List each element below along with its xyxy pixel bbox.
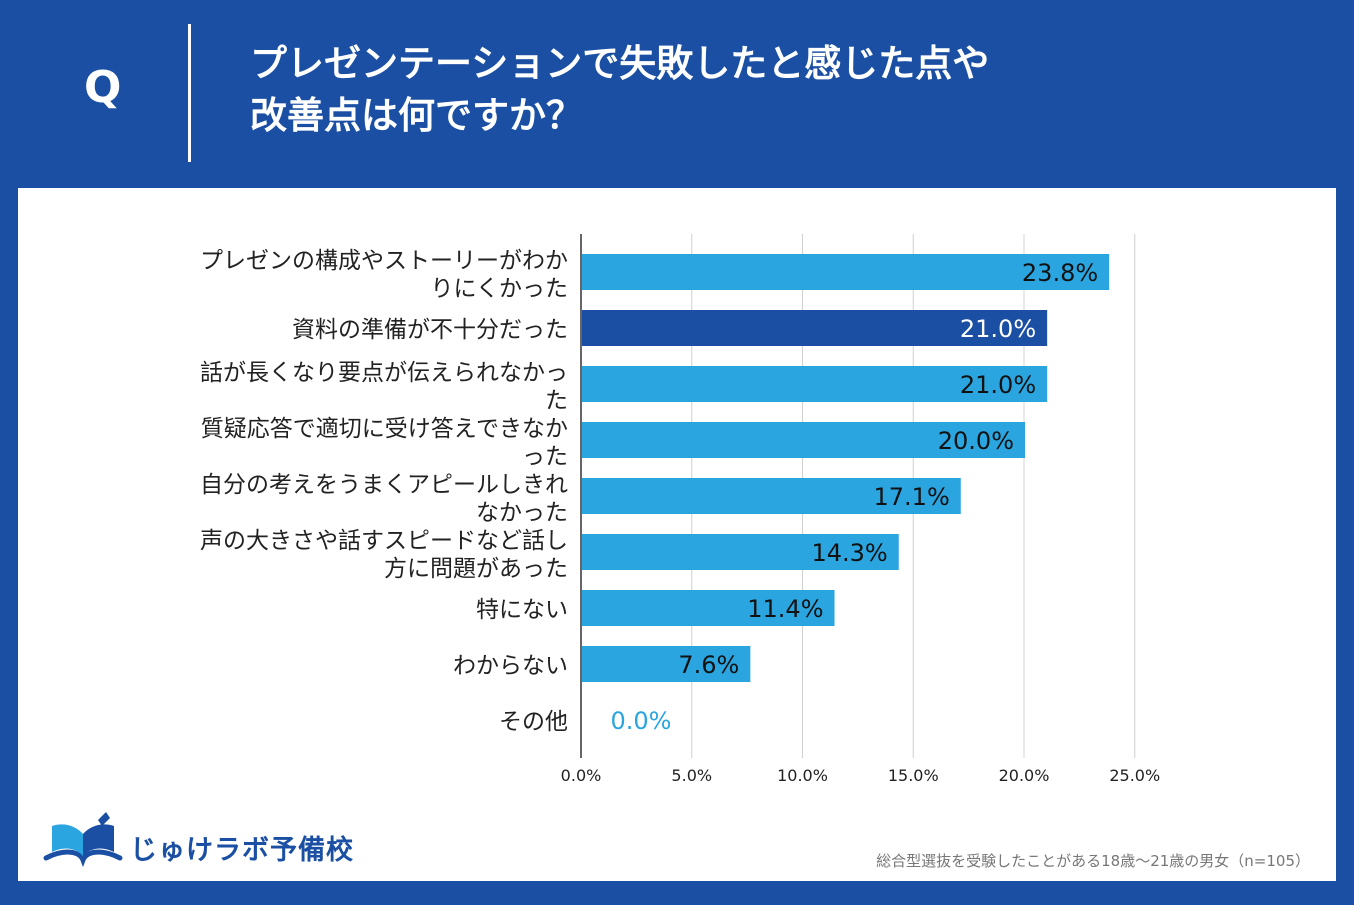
category-label: った	[522, 444, 568, 470]
category-label: プレゼンの構成やストーリーがわか	[200, 248, 568, 274]
header-divider	[188, 24, 191, 162]
question-header: Q プレゼンテーションで失敗したと感じた点や 改善点は何ですか？	[0, 0, 1354, 188]
logo-text: じゅけラボ予備校	[130, 835, 354, 866]
bar	[582, 590, 835, 626]
question-label: Q	[84, 62, 122, 113]
x-tick-label: 5.0%	[671, 766, 712, 785]
category-label: わからない	[453, 653, 568, 679]
bar	[582, 534, 899, 570]
bar	[582, 646, 751, 682]
data-label: 11.4%	[747, 595, 823, 623]
bar-chart: 0.0% 5.0% 10.0% 15.0% 20.0% 25.0% 23.8% プレゼンの構成…	[200, 234, 1160, 785]
x-tick-label: 0.0%	[561, 766, 602, 785]
category-label: 質疑応答で適切に受け答えできなか	[201, 416, 568, 442]
question-title: プレゼンテーションで失敗したと感じた点や 改善点は何ですか？	[250, 38, 1300, 142]
x-tick-label: 10.0%	[777, 766, 828, 785]
x-tick-label: 15.0%	[888, 766, 939, 785]
category-label: 声の大きさや話すスピードなど話し	[200, 528, 568, 554]
bar	[582, 422, 1025, 458]
question-line-2: 改善点は何ですか？	[250, 94, 583, 137]
question-line-1: プレゼンテーションで失敗したと感じた点や	[250, 42, 990, 85]
x-tick-label: 25.0%	[1109, 766, 1160, 785]
book-logo-icon	[43, 812, 123, 868]
data-label: 21.0%	[960, 315, 1036, 343]
bar	[582, 310, 1048, 346]
category-label: 話が長くなり要点が伝えられなかっ	[200, 360, 568, 386]
x-tick-label: 20.0%	[999, 766, 1050, 785]
data-label: 23.8%	[1022, 259, 1098, 287]
chart-panel: 0.0% 5.0% 10.0% 15.0% 20.0% 25.0% 23.8% プレゼンの構成…	[18, 188, 1336, 881]
sample-note: 総合型選抜を受験したことがある18歳～21歳の男女（n=105）	[876, 852, 1310, 870]
data-label: 7.6%	[678, 651, 739, 679]
category-label: りにくかった	[430, 276, 568, 302]
category-label: た	[545, 388, 568, 414]
category-label: その他	[499, 709, 568, 735]
category-label: 資料の準備が不十分だった	[292, 317, 568, 343]
bar	[582, 366, 1048, 402]
category-label: 自分の考えをうまくアピールしきれ	[200, 472, 568, 498]
data-label: 17.1%	[874, 483, 950, 511]
data-label: 0.0%	[611, 707, 672, 735]
category-label: なかった	[476, 500, 568, 526]
bar	[582, 254, 1110, 290]
data-label: 14.3%	[811, 539, 887, 567]
data-label: 21.0%	[960, 371, 1036, 399]
category-label: 方に問題があった	[384, 556, 568, 582]
bar	[582, 478, 961, 514]
data-label: 20.0%	[938, 427, 1014, 455]
category-label: 特にない	[476, 597, 568, 623]
